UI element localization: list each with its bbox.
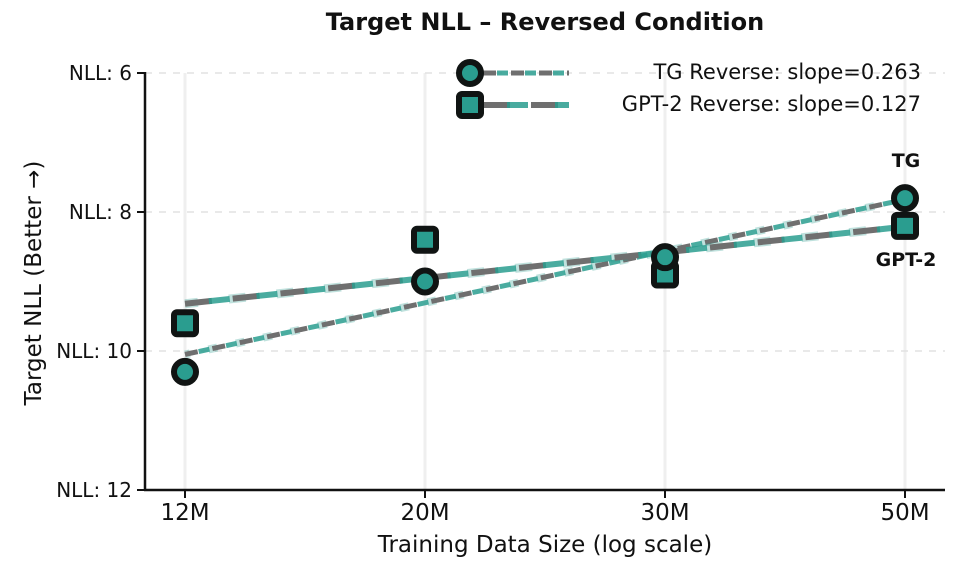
legend-entry-tg: TG Reverse: slope=0.263 — [455, 58, 925, 88]
data-point-tg-50M — [891, 184, 919, 213]
data-point-tg-12M — [171, 357, 199, 386]
annotation-gpt2: GPT-2 — [875, 249, 937, 271]
x-tick-12m: 12M — [160, 500, 210, 526]
data-point-gpt2-50M — [891, 211, 919, 240]
legend-sample-gpt2 — [456, 91, 569, 119]
legend-label-gpt2: GPT-2 Reverse: slope=0.127 — [621, 92, 921, 116]
x-tick-50m: 50M — [880, 500, 930, 526]
x-tick-30m: 30M — [640, 500, 690, 526]
y-tick-nll-12: NLL: 12 — [56, 478, 132, 502]
y-tick-nll-6: NLL: 6 — [68, 61, 132, 85]
legend-circle-marker-icon — [456, 59, 484, 87]
data-point-tg-20M — [411, 267, 439, 296]
y-axis-label: Target NLL (Better →) — [21, 160, 47, 406]
data-point-gpt2-20M — [411, 225, 439, 254]
trendline-gray-TG — [184, 197, 906, 357]
x-axis-label: Training Data Size (log scale) — [377, 532, 713, 558]
annotation-tg: TG — [891, 150, 921, 172]
data-point-gpt2-12M — [171, 309, 199, 338]
y-tick-nll-10: NLL: 10 — [56, 339, 132, 363]
chart-title: Target NLL – Reversed Condition — [325, 8, 765, 36]
trendline-teal-GPT-2 — [184, 223, 906, 307]
legend-sample-tg — [456, 59, 569, 87]
y-tick-nll-8: NLL: 8 — [68, 200, 132, 224]
legend-square-marker-icon — [456, 91, 484, 119]
legend-label-tg: TG Reverse: slope=0.263 — [653, 60, 921, 84]
legend-entry-gpt2: GPT-2 Reverse: slope=0.127 — [455, 90, 925, 120]
data-point-tg-30M — [651, 243, 679, 272]
x-tick-20m: 20M — [400, 500, 450, 526]
